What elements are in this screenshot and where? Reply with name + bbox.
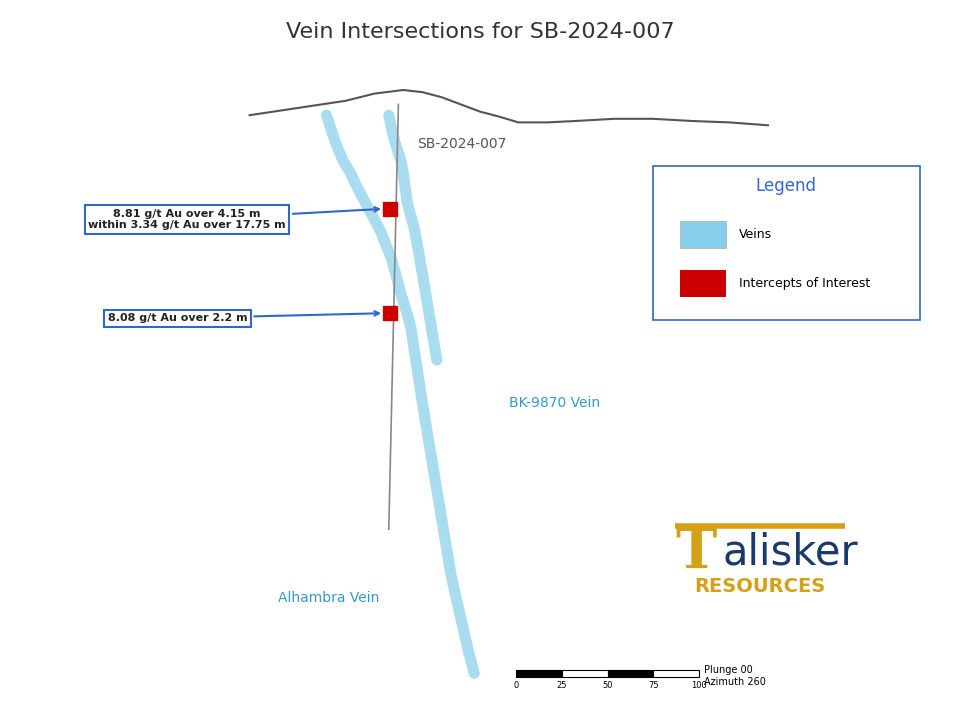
Text: 8.81 g/t Au over 4.15 m
within 3.34 g/t Au over 17.75 m: 8.81 g/t Au over 4.15 m within 3.34 g/t …: [88, 207, 379, 230]
Text: Plunge 00
Azimuth 260: Plunge 00 Azimuth 260: [704, 665, 765, 687]
Text: 0: 0: [514, 681, 519, 690]
FancyBboxPatch shape: [516, 670, 563, 677]
Text: T: T: [675, 525, 716, 580]
Text: alisker: alisker: [723, 531, 858, 573]
FancyBboxPatch shape: [654, 670, 699, 677]
Text: Vein Intersections for SB-2024-007: Vein Intersections for SB-2024-007: [286, 22, 674, 42]
Text: RESOURCES: RESOURCES: [695, 577, 826, 596]
Text: BK-9870 Vein: BK-9870 Vein: [509, 396, 600, 410]
Text: 100: 100: [691, 681, 707, 690]
FancyBboxPatch shape: [680, 270, 726, 297]
Text: Veins: Veins: [739, 228, 773, 241]
Text: 50: 50: [603, 681, 612, 690]
FancyBboxPatch shape: [563, 670, 608, 677]
Text: 25: 25: [557, 681, 567, 690]
Text: Intercepts of Interest: Intercepts of Interest: [739, 277, 871, 290]
FancyBboxPatch shape: [680, 221, 726, 248]
Text: Alhambra Vein: Alhambra Vein: [278, 590, 380, 605]
Text: Legend: Legend: [756, 177, 817, 195]
FancyBboxPatch shape: [608, 670, 653, 677]
Text: SB-2024-007: SB-2024-007: [418, 137, 507, 151]
Text: 75: 75: [648, 681, 659, 690]
Text: 8.08 g/t Au over 2.2 m: 8.08 g/t Au over 2.2 m: [108, 311, 379, 323]
FancyBboxPatch shape: [653, 166, 920, 320]
